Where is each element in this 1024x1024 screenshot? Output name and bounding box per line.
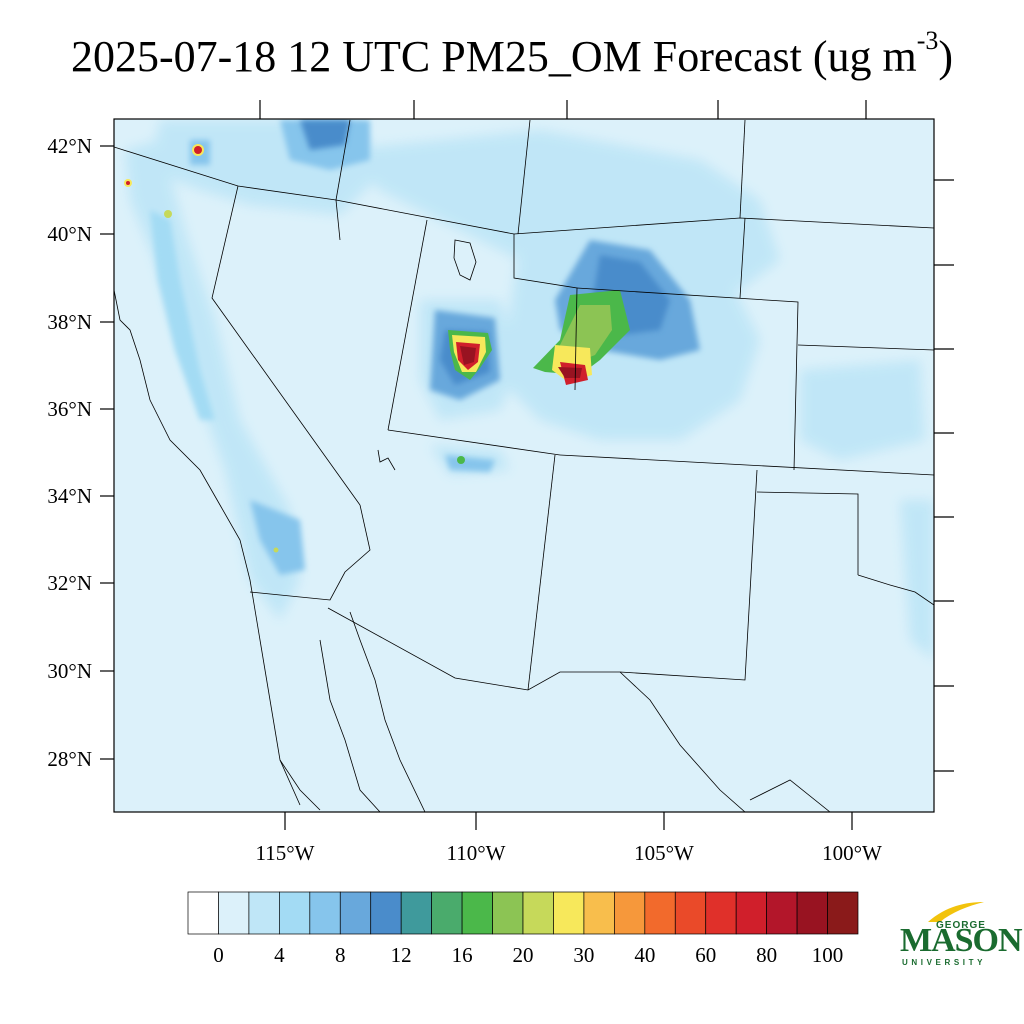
nm-south (327, 469, 758, 691)
lat-tick-label: 38°N (47, 310, 92, 334)
colorbar-swatch (461, 891, 493, 935)
nevada-border (211, 185, 361, 506)
deep-idaho (300, 120, 350, 150)
colorbar-swatch (279, 891, 311, 935)
tick-marks (100, 100, 954, 830)
colorbar-swatch (339, 891, 372, 935)
logo-top-text: GEORGE (936, 920, 986, 931)
colorbar-label: 30 (573, 943, 594, 967)
ca-az-border (249, 504, 371, 601)
logo-main-text: MASON (900, 922, 1023, 959)
utah-west (387, 219, 428, 431)
colorbar-label: 60 (695, 943, 716, 967)
colorbar (187, 891, 859, 935)
logo-bottom-text: UNIVERSITY (902, 958, 987, 967)
lat-tick-label: 36°N (47, 397, 92, 421)
colorbar-swatch (492, 891, 524, 935)
colorbar-swatch (735, 891, 767, 935)
colorbar-label: 0 (213, 943, 224, 967)
swoosh-icon (928, 902, 984, 922)
colorbar-labels: 0 4 8 12 16 20 30 40 60 80 100 (213, 943, 843, 967)
george-mason-logo: GEORGE MASON UNIVERSITY (896, 900, 1023, 970)
concentration-field (124, 120, 934, 660)
lat-tick-label: 42°N (47, 134, 92, 158)
gulf-mexico-coast (279, 759, 321, 811)
colorbar-swatch (400, 891, 432, 935)
plume-east-edge (900, 500, 934, 660)
colorbar-swatch (827, 891, 859, 935)
colorbar-swatch (796, 891, 828, 935)
small-hotspots (124, 144, 465, 553)
colorbar-swatch (674, 891, 707, 935)
lon-tick-label: 115°W (256, 841, 315, 865)
colorbar-swatch (583, 891, 615, 935)
utah-fire-hotspot (448, 330, 492, 380)
colorbar-swatch (553, 891, 585, 935)
lat-tick-label: 34°N (47, 484, 92, 508)
colorbar-label: 12 (391, 943, 412, 967)
map-panel: 42°N 40°N 38°N 36°N 34°N 32°N 30°N 28°N … (47, 100, 954, 865)
colorbar-swatch (705, 891, 737, 935)
colorbar-swatch (248, 891, 280, 935)
colorbar-label: 8 (335, 943, 346, 967)
colorbar-label: 4 (274, 943, 285, 967)
mid-socal (250, 500, 305, 575)
longitude-labels: 115°W 110°W 105°W 100°W (256, 841, 883, 865)
boundaries (114, 119, 934, 812)
lon-tick-label: 105°W (634, 841, 694, 865)
colorbar-label: 16 (452, 943, 473, 967)
montana-border (517, 119, 531, 235)
colorbar-label: 100 (812, 943, 844, 967)
colorbar-swatch (522, 891, 554, 935)
colorado-fire-hotspot (533, 290, 630, 385)
lat-tick-label: 30°N (47, 659, 92, 683)
colorbar-swatch (309, 891, 341, 935)
colorbar-swatch (614, 891, 646, 935)
colorbar-label: 20 (513, 943, 534, 967)
mid-california (150, 210, 215, 420)
colorbar-swatch (218, 891, 250, 935)
lon-tick-label: 100°W (822, 841, 882, 865)
colorado-north (576, 287, 799, 471)
dakota-border (739, 119, 746, 219)
colorbar-swatch (187, 891, 219, 935)
colorado-river (377, 449, 396, 471)
ok-kansas (739, 217, 934, 351)
red-river (857, 574, 934, 606)
plume-kansas (800, 360, 925, 460)
texas-rio-grande (619, 671, 831, 812)
utah-south (387, 429, 561, 456)
wyoming-border (513, 234, 578, 391)
baja-coast (319, 611, 426, 812)
colorbar-swatch (766, 891, 798, 935)
four-corners-south (559, 454, 934, 476)
colorbar-swatch (370, 891, 402, 935)
oregon-ca-border (114, 146, 934, 235)
california-coast (114, 289, 301, 806)
lat-tick-label: 40°N (47, 222, 92, 246)
lon-tick-label: 110°W (447, 841, 506, 865)
utah-nevada-border (335, 199, 341, 241)
colorbar-swatch (644, 891, 676, 935)
map-frame (113, 118, 935, 813)
colorbar-swatch (431, 891, 463, 935)
nm-az-border (527, 454, 556, 691)
map-title: 2025-07-18 12 UTC PM25_OM Forecast (ug m… (70, 26, 954, 81)
lat-tick-label: 32°N (47, 571, 92, 595)
colorbar-label: 80 (756, 943, 777, 967)
latitude-labels: 42°N 40°N 38°N 36°N 34°N 32°N 30°N 28°N (47, 134, 92, 771)
texas-border (756, 491, 859, 575)
great-salt-lake (453, 239, 477, 281)
colorbar-label: 40 (634, 943, 655, 967)
lat-tick-label: 28°N (47, 747, 92, 771)
idaho-border (335, 119, 351, 201)
